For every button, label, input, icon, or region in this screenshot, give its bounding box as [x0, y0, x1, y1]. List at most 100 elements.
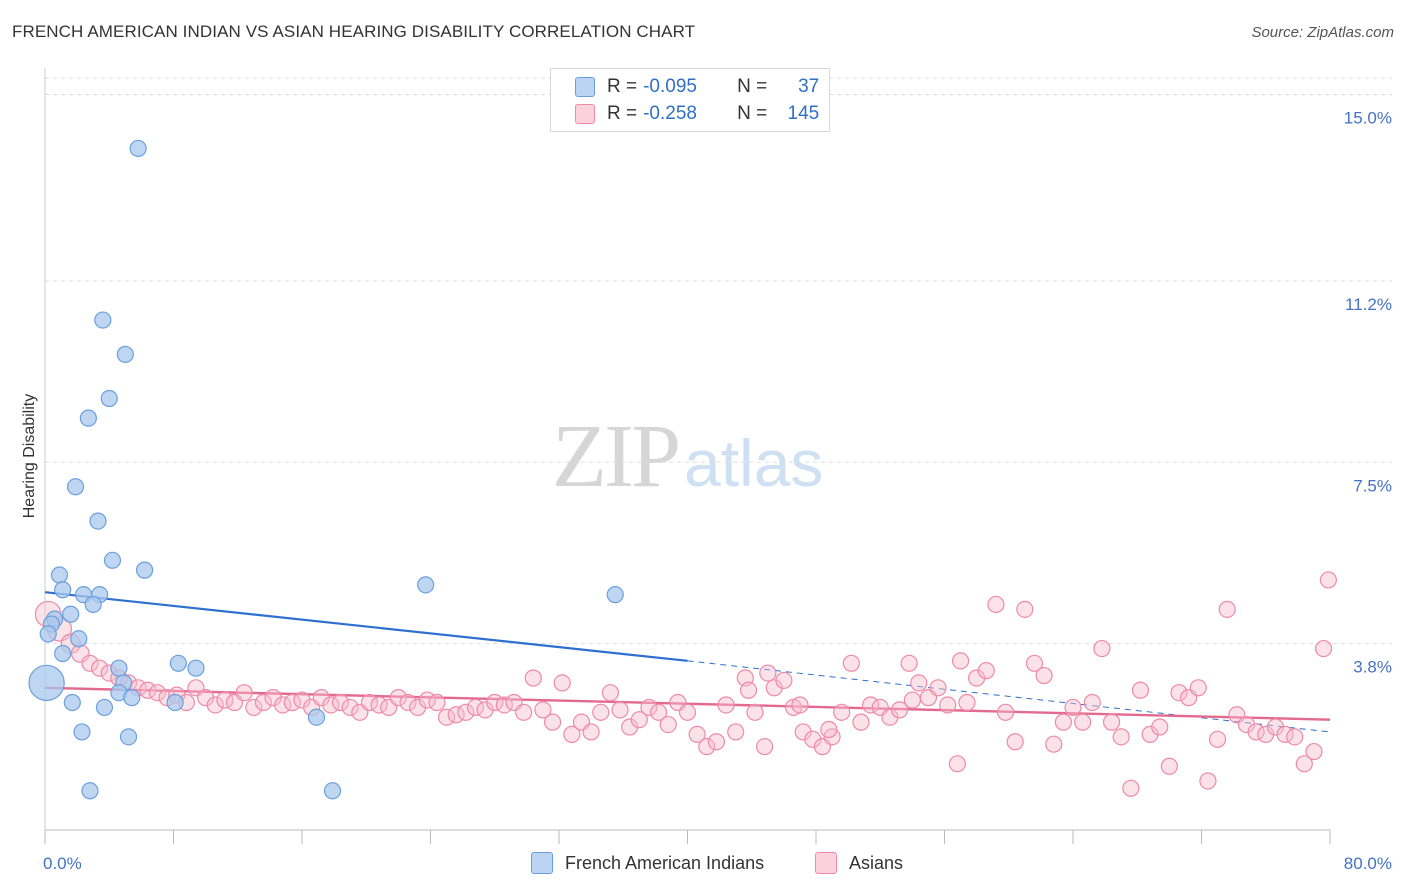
- grid-lines: [45, 77, 1392, 645]
- point-asian: [951, 652, 970, 670]
- legend-label: French American Indians: [565, 852, 765, 873]
- point-asian: [640, 698, 658, 717]
- point-asian: [1151, 718, 1169, 736]
- point-asian: [1295, 755, 1313, 773]
- trend-line-french-american-indians: [44, 591, 688, 662]
- tick-labels: 3.8% 7.5% 11.2% 15.0% 0.0% 80.0%: [43, 109, 1392, 873]
- point-asian: [1319, 571, 1337, 589]
- point-asian: [1189, 679, 1207, 697]
- point-asian: [755, 738, 774, 756]
- point-asian: [1102, 713, 1121, 731]
- point-asian: [903, 691, 921, 709]
- x-tick-label: 80.0%: [1344, 854, 1392, 873]
- point-asian: [1083, 693, 1101, 712]
- point-asian: [457, 703, 475, 721]
- legend-swatch-pink: [815, 852, 837, 874]
- legend-n-value: 37: [798, 76, 820, 97]
- point-french-american-indian: [28, 664, 65, 702]
- point-asian: [833, 703, 851, 721]
- point-asian: [1305, 742, 1323, 761]
- point-asian: [678, 703, 697, 721]
- watermark-zip: ZIP: [552, 407, 681, 506]
- point-asian: [820, 720, 838, 739]
- point-asian: [524, 669, 542, 687]
- point-asian: [890, 701, 909, 719]
- point-asian: [331, 693, 350, 712]
- point-asian: [1218, 600, 1236, 618]
- point-asian: [688, 725, 706, 743]
- point-asian: [791, 696, 809, 714]
- point-asian: [1074, 713, 1092, 731]
- y-tick-label: 3.8%: [1353, 658, 1392, 677]
- point-asian: [939, 696, 957, 714]
- point-asian: [428, 693, 446, 712]
- legend-row-asians: R = -0.258 N = 145: [575, 102, 819, 126]
- chart-title: FRENCH AMERICAN INDIAN VS ASIAN HEARING …: [12, 22, 696, 41]
- point-french-american-indian: [129, 139, 147, 158]
- point-french-american-indian: [166, 693, 184, 712]
- point-french-american-indian: [95, 698, 114, 717]
- legend-label: Asians: [849, 852, 904, 873]
- point-asian: [1199, 772, 1217, 790]
- y-axis-label: Hearing Disability: [21, 394, 38, 519]
- point-asian: [1093, 639, 1111, 658]
- legend-row-french-american-indians: R = -0.095 N = 37: [575, 75, 819, 99]
- point-french-american-indian: [39, 625, 57, 643]
- data-points: [28, 139, 1337, 800]
- point-asian: [399, 693, 417, 712]
- watermark-atlas: atlas: [684, 426, 824, 500]
- point-asian: [1064, 698, 1082, 717]
- point-asian: [1054, 713, 1072, 731]
- point-french-american-indian: [50, 566, 69, 584]
- point-asian: [81, 654, 99, 672]
- point-asian: [929, 679, 947, 697]
- point-asian: [1016, 600, 1034, 618]
- point-asian: [1314, 639, 1333, 658]
- series-legend: French American Indians Asians: [0, 852, 1406, 878]
- legend-n-label: N =: [737, 103, 768, 124]
- point-asian: [1160, 757, 1178, 775]
- legend-r-label: R =: [607, 76, 638, 97]
- point-french-american-indian: [62, 605, 80, 623]
- point-asian: [1025, 654, 1044, 672]
- watermark: ZIPatlas: [552, 405, 823, 508]
- point-asian: [759, 664, 777, 682]
- source-label: Source: ZipAtlas.com: [1251, 24, 1394, 41]
- trend-line-extension: [687, 660, 1331, 733]
- x-tick-label: 0.0%: [43, 854, 82, 873]
- point-asian: [948, 755, 966, 773]
- point-french-american-indian: [70, 630, 88, 648]
- legend-n-label: N =: [737, 76, 768, 97]
- point-asian: [1208, 730, 1227, 748]
- point-asian: [1045, 735, 1063, 753]
- point-asian: [592, 703, 610, 721]
- point-french-american-indian: [123, 689, 141, 707]
- point-asian: [958, 693, 976, 712]
- point-asian: [534, 701, 552, 719]
- point-asian: [1286, 728, 1304, 746]
- point-asian: [553, 674, 571, 692]
- point-asian: [727, 723, 745, 741]
- point-asian: [739, 681, 758, 699]
- point-asian: [1112, 728, 1130, 746]
- point-french-american-indian: [54, 581, 72, 599]
- point-asian: [1131, 681, 1150, 699]
- legend-swatch-blue: [575, 77, 595, 97]
- point-asian: [341, 698, 359, 717]
- legend-r-value: -0.095: [643, 76, 697, 97]
- point-asian: [254, 693, 273, 712]
- point-asian: [1035, 666, 1053, 685]
- point-asian: [910, 674, 928, 692]
- correlation-legend: R = -0.095 N = 37 R = -0.258 N = 145: [550, 68, 830, 132]
- y-tick-label: 11.2%: [1345, 295, 1392, 314]
- point-asian: [1122, 779, 1140, 797]
- point-asian: [698, 738, 716, 756]
- point-french-american-indian: [79, 409, 97, 427]
- point-asian: [1006, 733, 1024, 751]
- point-french-american-indian: [119, 728, 138, 746]
- point-asian: [389, 689, 407, 707]
- point-asian: [601, 684, 620, 702]
- point-asian: [852, 713, 870, 731]
- point-asian: [659, 715, 677, 734]
